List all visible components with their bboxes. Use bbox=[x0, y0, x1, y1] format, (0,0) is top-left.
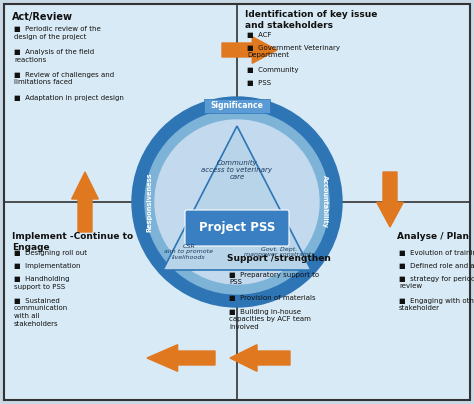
Text: Analyse / Plan: Analyse / Plan bbox=[397, 232, 469, 241]
FancyBboxPatch shape bbox=[185, 210, 289, 246]
Text: ■  Implementation: ■ Implementation bbox=[14, 263, 81, 269]
Text: Significance: Significance bbox=[210, 101, 264, 111]
Text: ■  Periodic review of the
design of the project: ■ Periodic review of the design of the p… bbox=[14, 26, 101, 40]
Circle shape bbox=[155, 120, 319, 284]
Text: ■  Evolution of training module: ■ Evolution of training module bbox=[399, 250, 474, 256]
Text: ■  Government Veterinary
Department: ■ Government Veterinary Department bbox=[247, 45, 340, 59]
Text: ■  Community: ■ Community bbox=[247, 67, 299, 73]
FancyArrow shape bbox=[72, 172, 98, 232]
Text: ■  ACF: ■ ACF bbox=[247, 32, 272, 38]
Text: Responsiveness: Responsiveness bbox=[146, 172, 152, 232]
Text: Community
access to veterinary
care: Community access to veterinary care bbox=[201, 160, 273, 180]
Text: ■  Designing roll out: ■ Designing roll out bbox=[14, 250, 87, 256]
Text: ■  strategy for periodical
review: ■ strategy for periodical review bbox=[399, 276, 474, 290]
FancyArrow shape bbox=[222, 37, 277, 63]
Text: Project PSS: Project PSS bbox=[199, 221, 275, 234]
Circle shape bbox=[145, 110, 329, 294]
Text: CSR
aim to promote
livelihoods: CSR aim to promote livelihoods bbox=[164, 244, 213, 260]
Text: Support /strengthen: Support /strengthen bbox=[227, 254, 331, 263]
FancyArrow shape bbox=[230, 345, 290, 371]
Text: Act/Review: Act/Review bbox=[12, 12, 73, 22]
Text: ■  Engaging with other
stakeholder: ■ Engaging with other stakeholder bbox=[399, 298, 474, 311]
Text: ■  Analysis of the field
reactions: ■ Analysis of the field reactions bbox=[14, 49, 94, 63]
Text: ■  Sustained
communication
with all
stakeholders: ■ Sustained communication with all stake… bbox=[14, 298, 68, 326]
Text: ■  Preparatory support to
PSS: ■ Preparatory support to PSS bbox=[229, 272, 319, 286]
FancyArrow shape bbox=[147, 345, 215, 371]
Text: Identification of key issue
and stakeholders: Identification of key issue and stakehol… bbox=[245, 10, 377, 30]
Text: ■  Handholding
support to PSS: ■ Handholding support to PSS bbox=[14, 276, 70, 290]
Text: ■  PSS: ■ PSS bbox=[247, 80, 271, 86]
Circle shape bbox=[132, 97, 342, 307]
Text: Accountability: Accountability bbox=[322, 175, 328, 229]
Bar bbox=[204, 99, 270, 113]
Text: ■  Building in-house
capacities by ACF team
involved: ■ Building in-house capacities by ACF te… bbox=[229, 309, 311, 330]
Text: Govt. Dept.
manpower constraints: Govt. Dept. manpower constraints bbox=[244, 246, 314, 257]
Polygon shape bbox=[163, 126, 311, 270]
Text: ■  Defined role and actions: ■ Defined role and actions bbox=[399, 263, 474, 269]
Text: ■  Review of challenges and
limitations faced: ■ Review of challenges and limitations f… bbox=[14, 72, 114, 86]
Text: Implement -Continue to
Engage: Implement -Continue to Engage bbox=[12, 232, 133, 252]
Text: ■  Adaptation in project design: ■ Adaptation in project design bbox=[14, 95, 124, 101]
FancyArrow shape bbox=[377, 172, 403, 227]
Text: ■  Provision of materials: ■ Provision of materials bbox=[229, 295, 316, 301]
